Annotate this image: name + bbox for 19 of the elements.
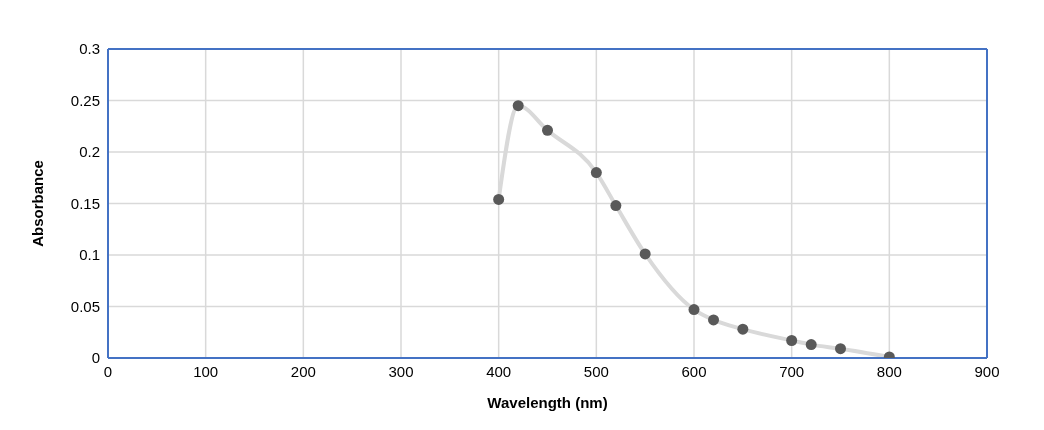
x-tick-label: 400: [486, 362, 512, 380]
y-tick-label: 0.05: [70, 297, 100, 315]
x-tick-label: 100: [193, 362, 219, 380]
y-tick-label: 0.25: [70, 91, 100, 109]
x-tick-label: 300: [388, 362, 414, 380]
x-tick-label: 200: [290, 362, 316, 380]
x-tick-label: 500: [583, 362, 609, 380]
x-tick-label: 700: [779, 362, 805, 380]
x-tick-label: 800: [876, 362, 902, 380]
x-tick-label: 600: [681, 362, 707, 380]
y-tick-label: 0.15: [70, 194, 100, 212]
y-axis-title: Absorbance: [29, 160, 47, 247]
x-axis-title: Wavelength (nm): [487, 394, 608, 411]
x-tick-label: 0: [103, 362, 113, 380]
y-tick-label: 0: [91, 349, 100, 367]
y-tick-label: 0.3: [79, 40, 100, 58]
x-tick-label: 900: [974, 362, 1000, 380]
y-tick-label: 0.2: [79, 143, 100, 161]
y-tick-label: 0.1: [79, 246, 100, 264]
